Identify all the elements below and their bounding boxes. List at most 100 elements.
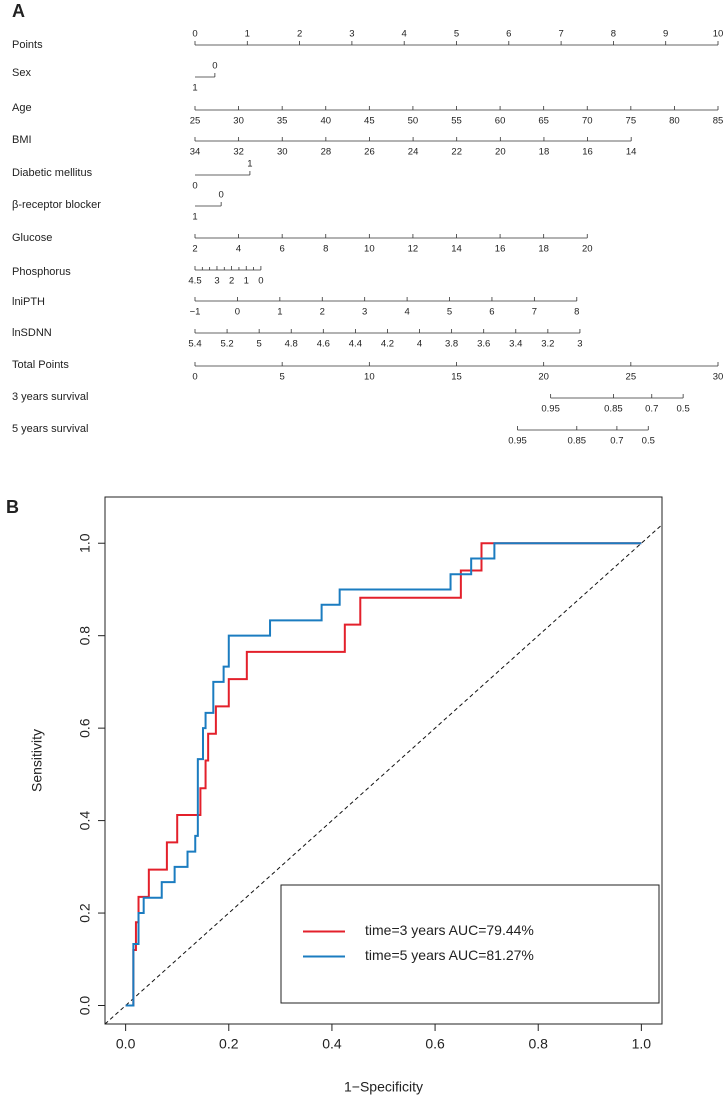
row-label: BMI <box>12 134 32 146</box>
legend-label: time=5 years AUC=81.27% <box>365 947 534 963</box>
tick-label: 30 <box>233 116 244 127</box>
tick-label: 1 <box>277 307 282 318</box>
tick-label: 60 <box>495 116 506 127</box>
tick-label: 3 <box>362 307 367 318</box>
tick-label: 28 <box>321 147 332 158</box>
tick-label: 12 <box>408 244 419 255</box>
tick-label: 40 <box>320 116 331 127</box>
row-label: 5 years survival <box>12 423 88 435</box>
tick-label: 0.5 <box>642 436 655 447</box>
tick-label: 32 <box>233 147 244 158</box>
row-label: lniPTH <box>12 296 45 308</box>
reference-diagonal <box>105 524 662 1024</box>
tick-label: 7 <box>558 29 563 40</box>
tick-label: 0 <box>212 61 217 72</box>
tick-label: 3 <box>577 339 582 350</box>
tick-label: 14 <box>451 244 462 255</box>
tick-label: 0 <box>235 307 240 318</box>
tick-label: 1 <box>247 159 252 170</box>
row-label: Points <box>12 39 43 51</box>
row-label: Age <box>12 102 32 114</box>
panel-label: A <box>12 1 25 21</box>
tick-label: 50 <box>408 116 419 127</box>
tick-label: 45 <box>364 116 375 127</box>
tick-label: 18 <box>538 244 549 255</box>
tick-label: 5 <box>257 339 262 350</box>
tick-label: 8 <box>323 244 328 255</box>
tick-label: 2 <box>297 29 302 40</box>
row-label: Glucose <box>12 232 52 244</box>
legend-box <box>280 884 660 1004</box>
y-tick-label: 1.0 <box>77 533 93 553</box>
x-axis-title: 1−Specificity <box>344 1079 423 1095</box>
row-label: Diabetic mellitus <box>12 167 93 179</box>
tick-label: 4 <box>404 307 409 318</box>
y-tick-label: 0.2 <box>77 903 93 923</box>
tick-label: 4 <box>417 339 422 350</box>
tick-label: 30 <box>713 372 724 383</box>
tick-label: 65 <box>538 116 549 127</box>
tick-label: 4 <box>402 29 407 40</box>
y-tick-label: 0.4 <box>77 811 93 831</box>
tick-label: 3 <box>214 276 219 287</box>
tick-label: 10 <box>364 244 375 255</box>
tick-label: 8 <box>611 29 616 40</box>
tick-label: 6 <box>280 244 285 255</box>
tick-label: 9 <box>663 29 668 40</box>
tick-label: 26 <box>364 147 375 158</box>
tick-label: 10 <box>713 29 724 40</box>
tick-label: 55 <box>451 116 462 127</box>
tick-label: −1 <box>190 307 201 318</box>
x-tick-label: 0.0 <box>116 1036 136 1052</box>
tick-label: 5 <box>454 29 459 40</box>
tick-label: 4 <box>236 244 241 255</box>
tick-label: 0.7 <box>610 436 623 447</box>
tick-label: 0.5 <box>677 404 690 415</box>
tick-label: 35 <box>277 116 288 127</box>
tick-label: 20 <box>495 147 506 158</box>
tick-label: 0 <box>192 29 197 40</box>
y-tick-label: 0.0 <box>77 996 93 1016</box>
y-tick-label: 0.8 <box>77 626 93 646</box>
tick-label: 0 <box>219 190 224 201</box>
tick-label: 3 <box>349 29 354 40</box>
x-tick-label: 0.2 <box>219 1036 239 1052</box>
row-label: Total Points <box>12 359 69 371</box>
tick-label: 0 <box>192 181 197 192</box>
tick-label: 4.8 <box>285 339 298 350</box>
tick-label: 75 <box>626 116 637 127</box>
tick-label: 2 <box>192 244 197 255</box>
tick-label: 3.4 <box>509 339 522 350</box>
plot-frame <box>104 496 663 1025</box>
tick-label: 3.8 <box>445 339 458 350</box>
tick-label: 1 <box>245 29 250 40</box>
tick-label: 34 <box>190 147 201 158</box>
tick-label: 70 <box>582 116 593 127</box>
tick-label: 15 <box>451 372 462 383</box>
tick-label: 0 <box>192 372 197 383</box>
row-label: 3 years survival <box>12 391 88 403</box>
tick-label: 16 <box>495 244 506 255</box>
tick-label: 4.6 <box>317 339 330 350</box>
tick-label: 4.2 <box>381 339 394 350</box>
tick-label: 4.4 <box>349 339 362 350</box>
legend-label: time=3 years AUC=79.44% <box>365 922 534 938</box>
tick-label: 1 <box>192 83 197 94</box>
tick-label: 85 <box>713 116 724 127</box>
tick-label: 20 <box>582 244 593 255</box>
tick-label: 1 <box>192 212 197 223</box>
tick-label: 24 <box>408 147 419 158</box>
panel-label: B <box>6 497 19 517</box>
tick-label: 7 <box>532 307 537 318</box>
row-label: Phosphorus <box>12 266 71 278</box>
tick-label: 25 <box>626 372 637 383</box>
roc-curve <box>125 542 642 1007</box>
tick-label: 16 <box>582 147 593 158</box>
tick-label: 2 <box>320 307 325 318</box>
tick-label: 22 <box>451 147 462 158</box>
row-label: β-receptor blocker <box>12 199 101 211</box>
tick-label: 5.2 <box>220 339 233 350</box>
tick-label: 14 <box>626 147 637 158</box>
tick-label: 80 <box>669 116 680 127</box>
